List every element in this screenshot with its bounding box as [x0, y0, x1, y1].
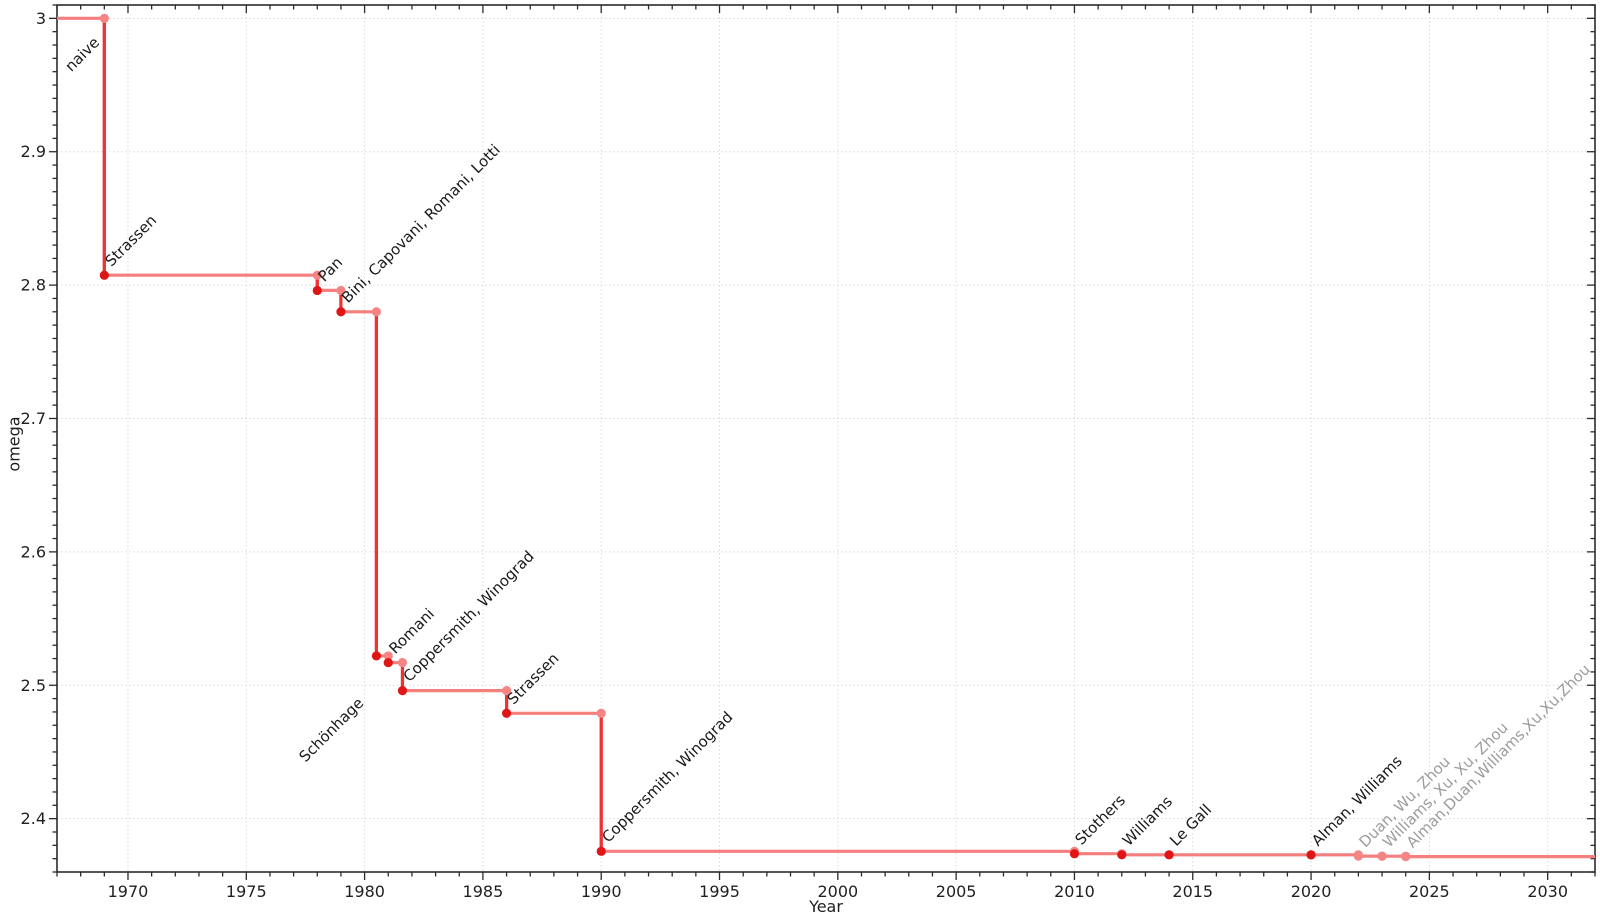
data-point [1117, 850, 1127, 860]
data-point [1353, 851, 1363, 861]
annotation-label: Strassen [101, 211, 160, 270]
annotation-label: Coppersmith, Winograd [598, 708, 736, 846]
x-axis-title: Year [809, 897, 843, 916]
annotation-label: Williams [1119, 792, 1176, 849]
x-tick-label: 1970 [108, 882, 149, 901]
drop-segments [102, 18, 1408, 857]
x-tick-label: 2020 [1291, 882, 1332, 901]
data-point [371, 651, 382, 661]
data-point [1377, 851, 1387, 861]
data-point [397, 685, 408, 696]
x-tick-label: 2030 [1527, 882, 1568, 901]
corner-point [596, 708, 606, 718]
corner-point [397, 657, 408, 668]
data-point [383, 657, 393, 668]
data-point [99, 270, 109, 280]
corner-point [99, 13, 109, 23]
annotation-label: Stothers [1072, 791, 1130, 849]
corner-points [99, 13, 1411, 861]
corner-point [371, 307, 382, 317]
data-points [99, 270, 1411, 862]
x-tick-label: 2015 [1172, 882, 1213, 901]
data-point [336, 307, 346, 317]
data-point [1069, 849, 1080, 859]
y-tick-label: 2.9 [21, 142, 46, 161]
corner-point [501, 685, 512, 696]
annotation-label: naive [61, 33, 103, 75]
annotation-label: Pan [314, 253, 346, 285]
omega-step-line [57, 16, 1595, 859]
y-tick-label: 2.6 [21, 542, 46, 561]
corner-point [336, 285, 346, 296]
y-tick-label: 2.7 [21, 409, 46, 428]
data-point [312, 285, 322, 296]
x-tick-label: 2000 [817, 882, 858, 901]
data-point [1306, 850, 1316, 860]
x-tick-label: 1995 [699, 882, 740, 901]
y-tick-label: 2.8 [21, 276, 46, 295]
x-tick-label: 2010 [1054, 882, 1095, 901]
x-tick-label: 1980 [344, 882, 385, 901]
annotation-label: Williams, Xu, Xu, Zhou [1379, 718, 1512, 851]
x-tick-label: 1985 [463, 882, 504, 901]
tick-labels: 1970 1975 1980 1985 1990 1995 2000 2005 2010 2015… [21, 9, 1568, 901]
data-point [501, 708, 512, 718]
y-tick-label: 2.4 [21, 809, 46, 828]
annotation-label: Le Gall [1166, 801, 1215, 850]
axis-ticks [49, 4, 1596, 880]
grid [57, 5, 1595, 872]
data-point [1164, 850, 1174, 860]
x-tick-label: 2005 [936, 882, 977, 901]
data-point [1401, 851, 1411, 862]
y-axis-title: omega [4, 416, 24, 472]
x-tick-label: 2025 [1409, 882, 1450, 901]
corner-point [383, 651, 393, 661]
x-tick-label: 1975 [226, 882, 267, 901]
annotation-label: Bini, Capovani, Romani, Lotti [338, 141, 504, 307]
plot-border [56, 4, 1596, 873]
annotation-label: Alman,Duan,Williams,Xu,Xu,Zhou [1403, 660, 1594, 851]
x-tick-label: 1990 [581, 882, 622, 901]
data-point [596, 846, 606, 856]
corner-point [312, 270, 322, 280]
y-tick-label: 2.5 [21, 676, 46, 695]
annotation-label: Strassen [504, 649, 563, 708]
annotation-label: Schönhage [296, 694, 368, 766]
y-tick-label: 3 [36, 9, 46, 28]
